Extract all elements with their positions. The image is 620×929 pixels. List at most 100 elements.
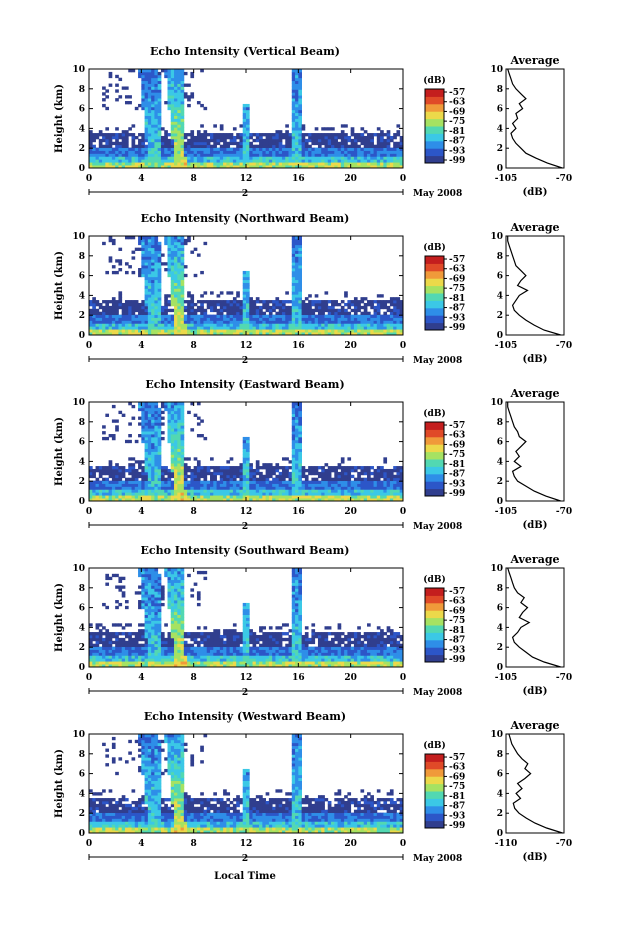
heatmap-cell: [180, 326, 185, 330]
heatmap-cell: [340, 492, 345, 496]
heatmap-cell: [203, 314, 208, 318]
heatmap-cell: [393, 498, 397, 502]
heatmap-cell: [311, 311, 316, 316]
heatmap-cell: [232, 159, 237, 163]
heatmap-cell: [213, 300, 217, 304]
heatmap-cell: [331, 468, 335, 473]
heatmap-cell: [190, 297, 195, 301]
heatmap-cell: [170, 121, 175, 125]
heatmap-cell: [353, 308, 358, 313]
heatmap-cell: [363, 159, 368, 163]
heatmap-cell: [295, 483, 299, 487]
heatmap-cell: [291, 413, 296, 417]
heatmap-cell: [108, 71, 113, 76]
heatmap-cell: [311, 477, 316, 482]
heatmap-cell: [170, 153, 175, 157]
heatmap-cell: [226, 332, 231, 336]
heatmap-cell: [160, 466, 165, 470]
x-tick-label: 0: [86, 341, 92, 351]
heatmap-cell: [367, 480, 371, 484]
heatmap-cell: [108, 74, 113, 79]
heatmap-cell: [350, 498, 355, 502]
heatmap-cell: [219, 332, 224, 336]
heatmap-cell: [321, 498, 325, 502]
heatmap-cell: [121, 480, 126, 484]
heatmap-cell: [376, 147, 381, 151]
heatmap-cell: [301, 317, 306, 321]
heatmap-cell: [177, 250, 181, 254]
heatmap-cell: [340, 165, 345, 169]
heatmap-cell: [272, 147, 276, 151]
heatmap-cell: [327, 492, 332, 496]
heatmap-cell: [340, 159, 345, 163]
heatmap-cell: [131, 463, 136, 467]
heatmap-cell: [95, 634, 100, 639]
heatmap-cell: [226, 483, 231, 487]
heatmap-cell: [174, 238, 178, 243]
heatmap-cell: [196, 474, 201, 479]
heatmap-cell: [92, 492, 96, 496]
heatmap-cell: [268, 498, 273, 502]
heatmap-cell: [367, 317, 371, 321]
heatmap-cell: [380, 468, 384, 473]
heatmap-cell: [180, 468, 185, 473]
heatmap-cell: [98, 156, 103, 160]
heatmap-cell: [167, 159, 172, 163]
heatmap-cell: [154, 86, 159, 90]
heatmap-cell: [308, 329, 312, 333]
heatmap-cell: [98, 629, 103, 633]
y-tick-label: 0: [79, 331, 85, 341]
heatmap-cell: [272, 471, 276, 476]
heatmap-cell: [108, 637, 113, 642]
heatmap-cell: [177, 404, 181, 409]
heatmap-cell: [141, 585, 145, 589]
heatmap-cell: [151, 112, 155, 116]
heatmap-cell: [108, 492, 113, 496]
heatmap-cell: [180, 150, 185, 154]
heatmap-cell: [164, 323, 168, 327]
heatmap-cell: [151, 329, 155, 333]
heatmap-cell: [147, 144, 152, 149]
heatmap-cell: [180, 256, 185, 260]
heatmap-cell: [134, 147, 139, 151]
heatmap-cell: [268, 480, 273, 484]
heatmap-cell: [151, 498, 155, 502]
heatmap-cell: [324, 156, 329, 160]
heatmap-cell: [340, 300, 345, 304]
heatmap-cell: [340, 486, 345, 490]
heatmap-cell: [393, 489, 397, 493]
heatmap-cell: [249, 150, 253, 154]
heatmap-cell: [177, 302, 181, 307]
heatmap-cell: [141, 326, 145, 330]
heatmap-cell: [396, 165, 401, 169]
heatmap-cell: [92, 489, 96, 493]
heatmap-cell: [252, 492, 257, 496]
heatmap-cell: [259, 480, 263, 484]
heatmap-cell: [311, 466, 316, 470]
heatmap-cell: [291, 95, 296, 99]
heatmap-cell: [196, 300, 201, 304]
heatmap-cell: [242, 454, 247, 458]
heatmap-cell: [121, 652, 126, 656]
heatmap-cell: [210, 291, 214, 295]
y-tick-label: 4: [79, 291, 85, 301]
heatmap-cell: [242, 135, 247, 140]
heatmap-cell: [229, 153, 234, 157]
heatmap-cell: [180, 279, 185, 283]
heatmap-cell: [285, 317, 289, 321]
heatmap-cell: [134, 483, 139, 487]
heatmap-cell: [193, 311, 198, 316]
heatmap-cell: [314, 141, 319, 146]
heatmap-cell: [396, 300, 401, 304]
heatmap-cell: [259, 138, 263, 143]
heatmap-cell: [121, 135, 126, 140]
heatmap-cell: [262, 486, 267, 490]
heatmap-cell: [357, 320, 361, 324]
heatmap-cell: [321, 141, 325, 146]
heatmap-cell: [252, 144, 257, 149]
heatmap-cell: [288, 471, 293, 476]
heatmap-cell: [301, 468, 306, 473]
heatmap-cell: [92, 468, 96, 473]
heatmap-cell: [298, 448, 302, 452]
heatmap-cell: [141, 156, 145, 160]
